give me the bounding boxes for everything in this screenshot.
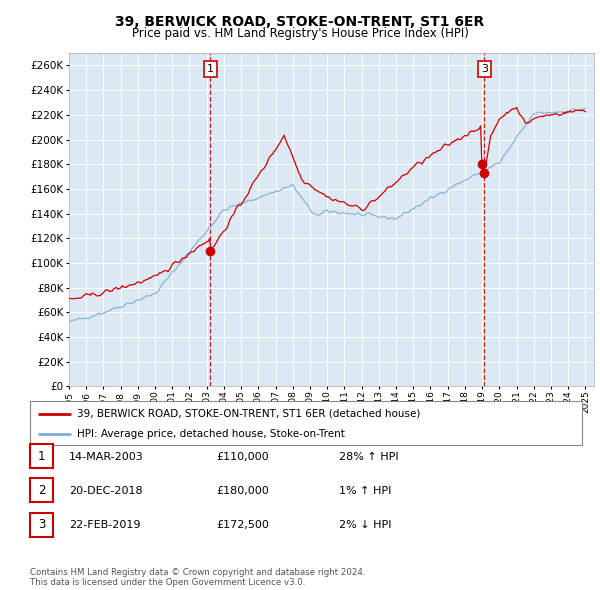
Text: 3: 3 bbox=[481, 64, 488, 74]
Text: 2: 2 bbox=[38, 484, 45, 497]
Text: 28% ↑ HPI: 28% ↑ HPI bbox=[339, 452, 398, 462]
Text: £110,000: £110,000 bbox=[216, 452, 269, 462]
Text: 22-FEB-2019: 22-FEB-2019 bbox=[69, 520, 140, 530]
Text: 3: 3 bbox=[38, 518, 45, 531]
Text: £172,500: £172,500 bbox=[216, 520, 269, 530]
Text: 2% ↓ HPI: 2% ↓ HPI bbox=[339, 520, 391, 530]
Text: 1% ↑ HPI: 1% ↑ HPI bbox=[339, 486, 391, 496]
Text: Price paid vs. HM Land Registry's House Price Index (HPI): Price paid vs. HM Land Registry's House … bbox=[131, 27, 469, 40]
Text: 39, BERWICK ROAD, STOKE-ON-TRENT, ST1 6ER (detached house): 39, BERWICK ROAD, STOKE-ON-TRENT, ST1 6E… bbox=[77, 409, 420, 418]
Text: Contains HM Land Registry data © Crown copyright and database right 2024.
This d: Contains HM Land Registry data © Crown c… bbox=[30, 568, 365, 587]
Text: 20-DEC-2018: 20-DEC-2018 bbox=[69, 486, 143, 496]
Text: 14-MAR-2003: 14-MAR-2003 bbox=[69, 452, 144, 462]
Text: HPI: Average price, detached house, Stoke-on-Trent: HPI: Average price, detached house, Stok… bbox=[77, 430, 345, 440]
Text: 39, BERWICK ROAD, STOKE-ON-TRENT, ST1 6ER: 39, BERWICK ROAD, STOKE-ON-TRENT, ST1 6E… bbox=[115, 15, 485, 29]
Text: £180,000: £180,000 bbox=[216, 486, 269, 496]
Text: 1: 1 bbox=[207, 64, 214, 74]
Text: 1: 1 bbox=[38, 450, 45, 463]
